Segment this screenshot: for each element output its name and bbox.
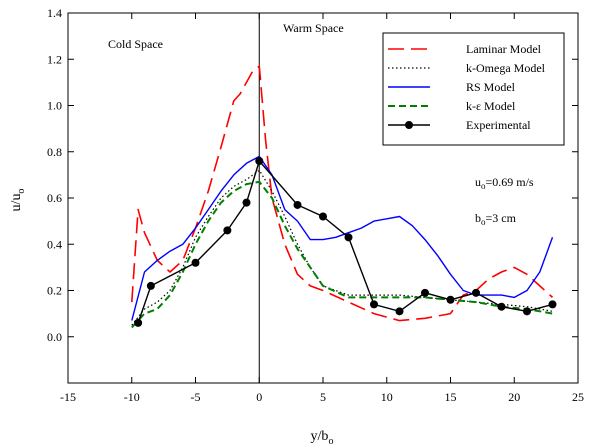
- y-tick-label: 0.6: [47, 191, 62, 205]
- y-tick-label: 1.4: [47, 6, 62, 20]
- x-tick-label: 20: [508, 390, 520, 404]
- x-tick-label: 0: [256, 390, 262, 404]
- axis-ticks: [67, 12, 579, 383]
- series-line-k-model: [131, 180, 553, 329]
- x-tick-label: 10: [381, 390, 393, 404]
- x-tick-label: 25: [572, 390, 584, 404]
- legend-entry: k-ε Model: [388, 99, 516, 113]
- data-point: [293, 200, 302, 209]
- legend-label: Laminar Model: [466, 42, 542, 56]
- bo-annotation-sub: o: [481, 217, 486, 227]
- data-point: [395, 307, 404, 316]
- legend-items: Laminar Model k-Omega Model RS Model k-ε Mo…: [388, 42, 546, 132]
- legend-entry: Laminar Model: [388, 42, 542, 56]
- bo-annotation-main: b: [475, 211, 481, 225]
- data-point: [146, 281, 155, 290]
- series-experimental: [134, 157, 557, 327]
- bo-annotation-value: =3 cm: [486, 211, 517, 225]
- x-tick-label: 5: [320, 390, 326, 404]
- y-tick-label: 0.2: [47, 284, 62, 298]
- data-point: [223, 226, 232, 235]
- legend-label: RS Model: [466, 80, 516, 94]
- legend-marker: [405, 121, 413, 129]
- y-tick-label: 1.0: [47, 99, 62, 113]
- y-axis-tick-labels: 0.0 0.2 0.4 0.6 0.8 1.0 1.2 1.4: [47, 6, 62, 344]
- bo-annotation: bo=3 cm: [475, 211, 517, 227]
- x-tick-label: -10: [124, 390, 140, 404]
- cold-space-label: Cold Space: [108, 37, 163, 51]
- legend-label: k-ε Model: [466, 99, 516, 113]
- data-point: [523, 307, 531, 316]
- legend-label: k-Omega Model: [466, 61, 546, 75]
- data-point: [242, 198, 251, 207]
- x-tick-label: -5: [191, 390, 201, 404]
- x-tick-label: 15: [445, 390, 457, 404]
- series-line-rs-model: [131, 155, 554, 321]
- x-axis-tick-labels: -15 -10 -5 0 5 10 15 20 25: [60, 390, 584, 404]
- uo-annotation-value: =0.69 m/s: [486, 175, 534, 189]
- legend-entry: RS Model: [388, 80, 516, 94]
- data-point: [255, 157, 264, 165]
- legend: Laminar Model k-Omega Model RS Model k-ε Mo…: [382, 32, 565, 146]
- data-point: [370, 300, 378, 309]
- x-axis-label-main: y/b: [311, 429, 329, 444]
- x-axis-label-sub: o: [328, 436, 333, 447]
- x-tick-label: -15: [60, 390, 76, 404]
- data-point: [344, 233, 353, 242]
- series-line-laminar-model: [131, 65, 554, 322]
- series-laminar-model: [131, 65, 554, 322]
- y-axis-label: u/uo: [9, 189, 27, 212]
- data-point: [548, 300, 557, 309]
- uo-annotation: uo=0.69 m/s: [475, 175, 534, 191]
- y-axis-label-sub: o: [16, 189, 27, 194]
- data-point: [319, 212, 327, 221]
- warm-space-label: Warm Space: [283, 21, 344, 35]
- data-point: [421, 288, 429, 297]
- data-point: [472, 288, 480, 297]
- y-tick-label: 1.2: [47, 52, 62, 66]
- data-point: [191, 258, 200, 267]
- uo-annotation-main: u: [475, 175, 481, 189]
- legend-entry: k-Omega Model: [388, 61, 546, 75]
- plot-area: [67, 12, 579, 384]
- y-tick-label: 0.0: [47, 330, 62, 344]
- uo-annotation-sub: o: [481, 181, 486, 191]
- y-axis-label-main: u/u: [9, 194, 24, 212]
- series-k-model: [131, 180, 553, 329]
- legend-box: [382, 32, 565, 146]
- legend-label: Experimental: [466, 118, 531, 132]
- x-axis-label: y/bo: [311, 429, 334, 447]
- series-layer: [131, 65, 557, 329]
- data-point: [446, 295, 455, 304]
- y-tick-label: 0.4: [47, 237, 62, 251]
- data-point: [497, 302, 506, 311]
- data-point: [134, 318, 143, 327]
- series-rs-model: [131, 155, 554, 321]
- legend-entry: Experimental: [388, 118, 531, 132]
- y-tick-label: 0.8: [47, 145, 62, 159]
